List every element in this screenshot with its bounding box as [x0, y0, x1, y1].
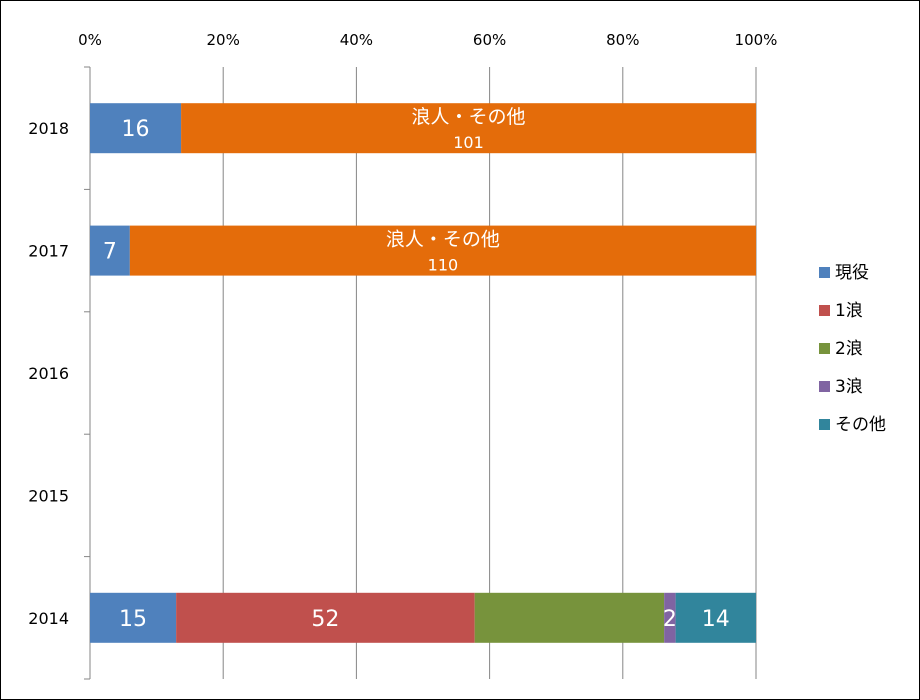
bar-segment — [90, 103, 182, 154]
x-tick-label: 0% — [78, 31, 102, 49]
bar-segment — [474, 592, 665, 643]
x-tick-label: 20% — [207, 31, 240, 49]
legend-swatch — [819, 419, 830, 430]
category-label: 2018 — [28, 119, 69, 138]
legend-label: 現役 — [835, 263, 869, 283]
legend-swatch — [819, 381, 830, 392]
data-label-value: 15 — [119, 607, 147, 632]
bar-segment — [176, 592, 475, 643]
legend-label: 2浪 — [835, 339, 863, 359]
x-tick-label: 100% — [735, 31, 778, 49]
category-label: 2015 — [28, 486, 69, 505]
data-label-name: 浪人・その他 — [386, 229, 500, 251]
data-label-value: 16 — [122, 117, 150, 142]
data-label-value: 110 — [428, 256, 459, 275]
data-label-name: 浪人・その他 — [412, 106, 526, 128]
x-tick-label: 80% — [606, 31, 639, 49]
x-tick-label: 40% — [340, 31, 373, 49]
bar-segment — [90, 225, 130, 276]
legend-label: その他 — [835, 415, 886, 435]
x-tick-label: 60% — [473, 31, 506, 49]
data-label-value: 14 — [702, 607, 730, 632]
category-label: 2017 — [28, 242, 69, 261]
bar-segment — [675, 592, 756, 643]
legend-label: 3浪 — [835, 377, 863, 397]
data-label-value: 7 — [103, 240, 117, 265]
bar-segment — [129, 225, 756, 276]
data-label-value: 101 — [453, 133, 484, 152]
data-label-value: 52 — [311, 607, 339, 632]
bar-segment — [90, 592, 177, 643]
category-label: 2016 — [28, 364, 69, 383]
category-label: 2014 — [28, 609, 69, 628]
bar-segment — [181, 103, 757, 154]
legend-label: 1浪 — [835, 301, 863, 321]
legend-swatch — [819, 343, 830, 354]
bar-segment — [664, 592, 676, 643]
legend-swatch — [819, 267, 830, 278]
data-label-value: 2 — [663, 607, 677, 632]
legend-swatch — [819, 305, 830, 316]
